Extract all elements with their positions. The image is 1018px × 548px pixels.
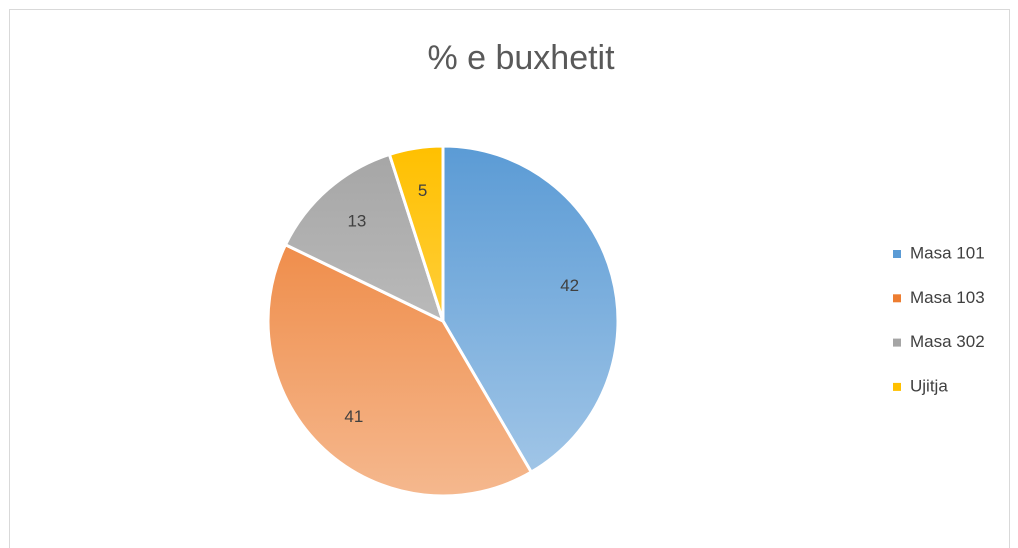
data-label: 42 [560,276,579,295]
chart-border [9,9,1010,548]
pie-slice [387,144,445,323]
legend-label: Ujitja [910,376,948,395]
data-label: 13 [347,211,366,230]
legend-swatch [893,294,901,303]
legend-swatch [893,338,901,347]
data-label: 41 [344,407,363,426]
chart-title: % e buxhetit [427,39,615,77]
pie-slice [284,152,445,323]
legend-label: Masa 103 [910,288,985,307]
data-label: 5 [418,181,427,200]
legend-label: Masa 302 [910,332,985,351]
legend-swatch [893,382,901,391]
legend-swatch [893,250,901,258]
pie-slice [266,243,533,498]
legend-label: Masa 101 [910,243,985,262]
pie-slice [441,144,620,474]
